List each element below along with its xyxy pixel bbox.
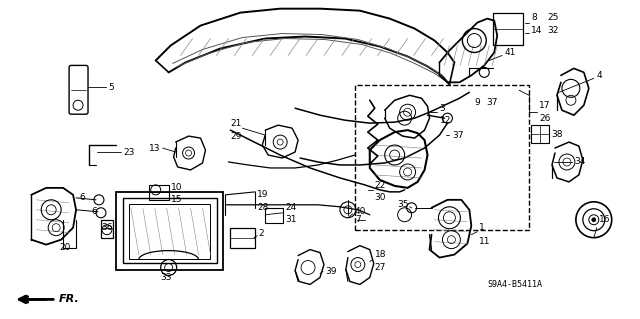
Text: 21: 21 xyxy=(230,119,242,128)
Text: 3: 3 xyxy=(440,104,445,113)
Text: 17: 17 xyxy=(539,101,550,110)
Text: 34: 34 xyxy=(574,158,585,167)
Circle shape xyxy=(592,218,596,222)
Text: 9: 9 xyxy=(474,98,480,107)
Text: 1: 1 xyxy=(479,223,485,232)
Bar xyxy=(230,228,255,248)
Text: 27: 27 xyxy=(375,263,386,272)
Text: 14: 14 xyxy=(531,26,543,35)
Text: 7: 7 xyxy=(355,215,360,224)
Text: 31: 31 xyxy=(285,215,297,224)
Text: 23: 23 xyxy=(123,147,134,157)
Text: 39: 39 xyxy=(325,267,337,276)
Text: 38: 38 xyxy=(551,130,563,139)
Text: 11: 11 xyxy=(479,237,491,246)
Text: FR.: FR. xyxy=(59,294,80,304)
Text: 20: 20 xyxy=(59,243,70,252)
Text: 33: 33 xyxy=(161,273,172,282)
Bar xyxy=(493,13,523,45)
Text: 29: 29 xyxy=(230,132,242,141)
Bar xyxy=(101,220,113,238)
Bar xyxy=(148,185,169,200)
Bar xyxy=(129,204,211,259)
Bar xyxy=(355,85,529,230)
Text: 5: 5 xyxy=(108,83,114,92)
Text: 2: 2 xyxy=(259,229,264,238)
Text: 10: 10 xyxy=(171,183,182,192)
Text: 40: 40 xyxy=(355,207,366,216)
Text: 6: 6 xyxy=(79,193,85,202)
Text: 24: 24 xyxy=(285,203,296,212)
Text: 41: 41 xyxy=(504,48,516,57)
Text: 35: 35 xyxy=(397,200,409,209)
Text: 32: 32 xyxy=(547,26,558,35)
Bar xyxy=(123,198,218,263)
Text: 36: 36 xyxy=(101,223,113,232)
Text: 25: 25 xyxy=(547,13,558,22)
Text: 26: 26 xyxy=(539,114,550,123)
Text: 12: 12 xyxy=(440,116,451,125)
Text: 37: 37 xyxy=(486,98,498,107)
Text: 6: 6 xyxy=(91,207,97,216)
Text: 37: 37 xyxy=(452,130,464,140)
Text: 28: 28 xyxy=(257,203,269,212)
Bar xyxy=(265,208,283,223)
Bar xyxy=(531,125,549,143)
Text: 4: 4 xyxy=(596,71,602,80)
Bar xyxy=(116,192,223,270)
Text: 13: 13 xyxy=(148,144,160,152)
Text: S9A4-B5411A: S9A4-B5411A xyxy=(487,280,542,289)
Text: 16: 16 xyxy=(599,215,611,224)
Text: 22: 22 xyxy=(375,182,386,190)
Text: 18: 18 xyxy=(375,250,387,259)
Text: 15: 15 xyxy=(171,195,182,204)
Text: 8: 8 xyxy=(531,13,537,22)
Text: 19: 19 xyxy=(257,190,269,199)
Text: 30: 30 xyxy=(375,193,387,202)
